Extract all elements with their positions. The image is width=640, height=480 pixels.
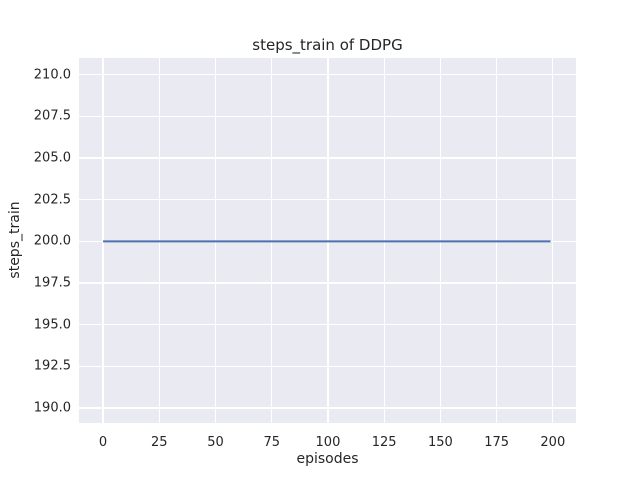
y-tick-label: 192.5 xyxy=(33,358,71,374)
y-gridline xyxy=(79,115,576,117)
x-gridline xyxy=(552,58,554,423)
x-tick-label: 75 xyxy=(263,435,280,450)
x-tick-label: 100 xyxy=(315,435,341,450)
x-axis-label: episodes xyxy=(296,451,359,467)
y-gridline xyxy=(79,157,576,159)
y-tick-label: 190.0 xyxy=(33,400,71,416)
x-tick-label: 150 xyxy=(427,435,453,450)
y-gridline xyxy=(79,407,576,409)
y-tick-label: 200.0 xyxy=(33,233,71,249)
y-gridline xyxy=(79,365,576,367)
y-tick-label: 202.5 xyxy=(33,192,71,208)
y-tick-label: 197.5 xyxy=(33,275,71,291)
y-tick-label: 207.5 xyxy=(33,108,71,124)
x-tick-label: 25 xyxy=(151,435,168,450)
x-tick-label: 200 xyxy=(540,435,566,450)
y-tick-label: 210.0 xyxy=(33,67,71,83)
y-gridline xyxy=(79,74,576,76)
y-gridline xyxy=(79,324,576,326)
x-gridline xyxy=(102,58,104,423)
y-axis-label: steps_train xyxy=(7,201,23,279)
y-tick-label: 195.0 xyxy=(33,317,71,333)
plot-area xyxy=(79,58,576,423)
x-tick-label: 125 xyxy=(371,435,397,450)
y-tick-label: 205.0 xyxy=(33,150,71,166)
chart-title: steps_train of DDPG xyxy=(252,36,403,54)
x-tick-label: 175 xyxy=(484,435,510,450)
y-gridline xyxy=(79,199,576,201)
series-layer xyxy=(103,240,551,243)
x-tick-label: 50 xyxy=(207,435,224,450)
x-tick-label: 0 xyxy=(98,435,108,450)
y-gridline xyxy=(79,282,576,284)
